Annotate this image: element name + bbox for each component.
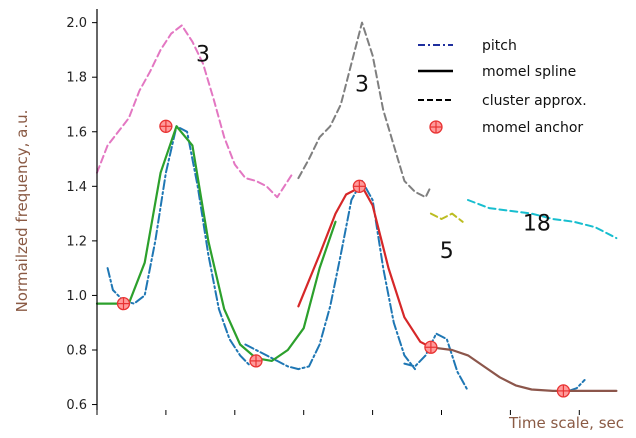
plot-lines <box>95 21 618 392</box>
y-tick-label: 1.2 <box>66 234 87 249</box>
series-4-segment-0 <box>96 24 295 199</box>
legend-anchor-label: momel anchor <box>482 120 583 136</box>
momel-anchor-marker <box>116 296 131 311</box>
y-tick-label: 1.4 <box>66 180 87 195</box>
x-axis-label: Time scale, sec <box>508 414 624 432</box>
axes: 0.6 0.8 1.0 1.2 1.4 1.6 1.8 2.0 <box>66 9 580 415</box>
momel-anchor-marker <box>556 384 571 398</box>
series-6-segment-0 <box>429 212 464 223</box>
series-1-segment-0 <box>95 125 337 362</box>
anchor-markers <box>116 119 571 398</box>
legend: pitch momel spline cluster approx. momel… <box>418 38 587 136</box>
y-tick-label: 1.6 <box>66 125 87 140</box>
series-0-segment-2 <box>403 332 469 392</box>
momel-anchor-marker <box>424 340 438 354</box>
legend-spline-label: momel spline <box>482 64 576 80</box>
y-axis-label: Normailzed frequency, a.u. <box>13 110 31 313</box>
y-tick-label: 2.0 <box>66 16 87 31</box>
legend-cluster-label: cluster approx. <box>482 93 587 109</box>
cluster-annotation-1: 3 <box>355 72 369 97</box>
momel-anchor-marker <box>249 354 263 368</box>
y-tick-label: 1.8 <box>66 71 87 86</box>
cluster-annotation-2: 5 <box>440 239 454 264</box>
y-tick-label: 0.8 <box>66 343 87 358</box>
y-tick-label: 1.0 <box>66 289 87 304</box>
momel-anchor-marker <box>352 179 367 193</box>
legend-pitch-label: pitch <box>482 38 517 54</box>
cluster-annotation-0: 3 <box>196 42 210 67</box>
legend-anchor-marker-icon <box>429 120 443 134</box>
series-3-segment-0 <box>429 346 618 392</box>
y-tick-label: 0.6 <box>66 398 87 413</box>
cluster-labels: 3 3 5 18 <box>196 42 551 263</box>
cluster-annotation-3: 18 <box>523 212 551 237</box>
series-5-segment-0 <box>297 21 432 199</box>
series-2-segment-0 <box>297 185 432 349</box>
momel-anchor-marker <box>159 119 173 133</box>
series-7-segment-0 <box>467 199 618 240</box>
